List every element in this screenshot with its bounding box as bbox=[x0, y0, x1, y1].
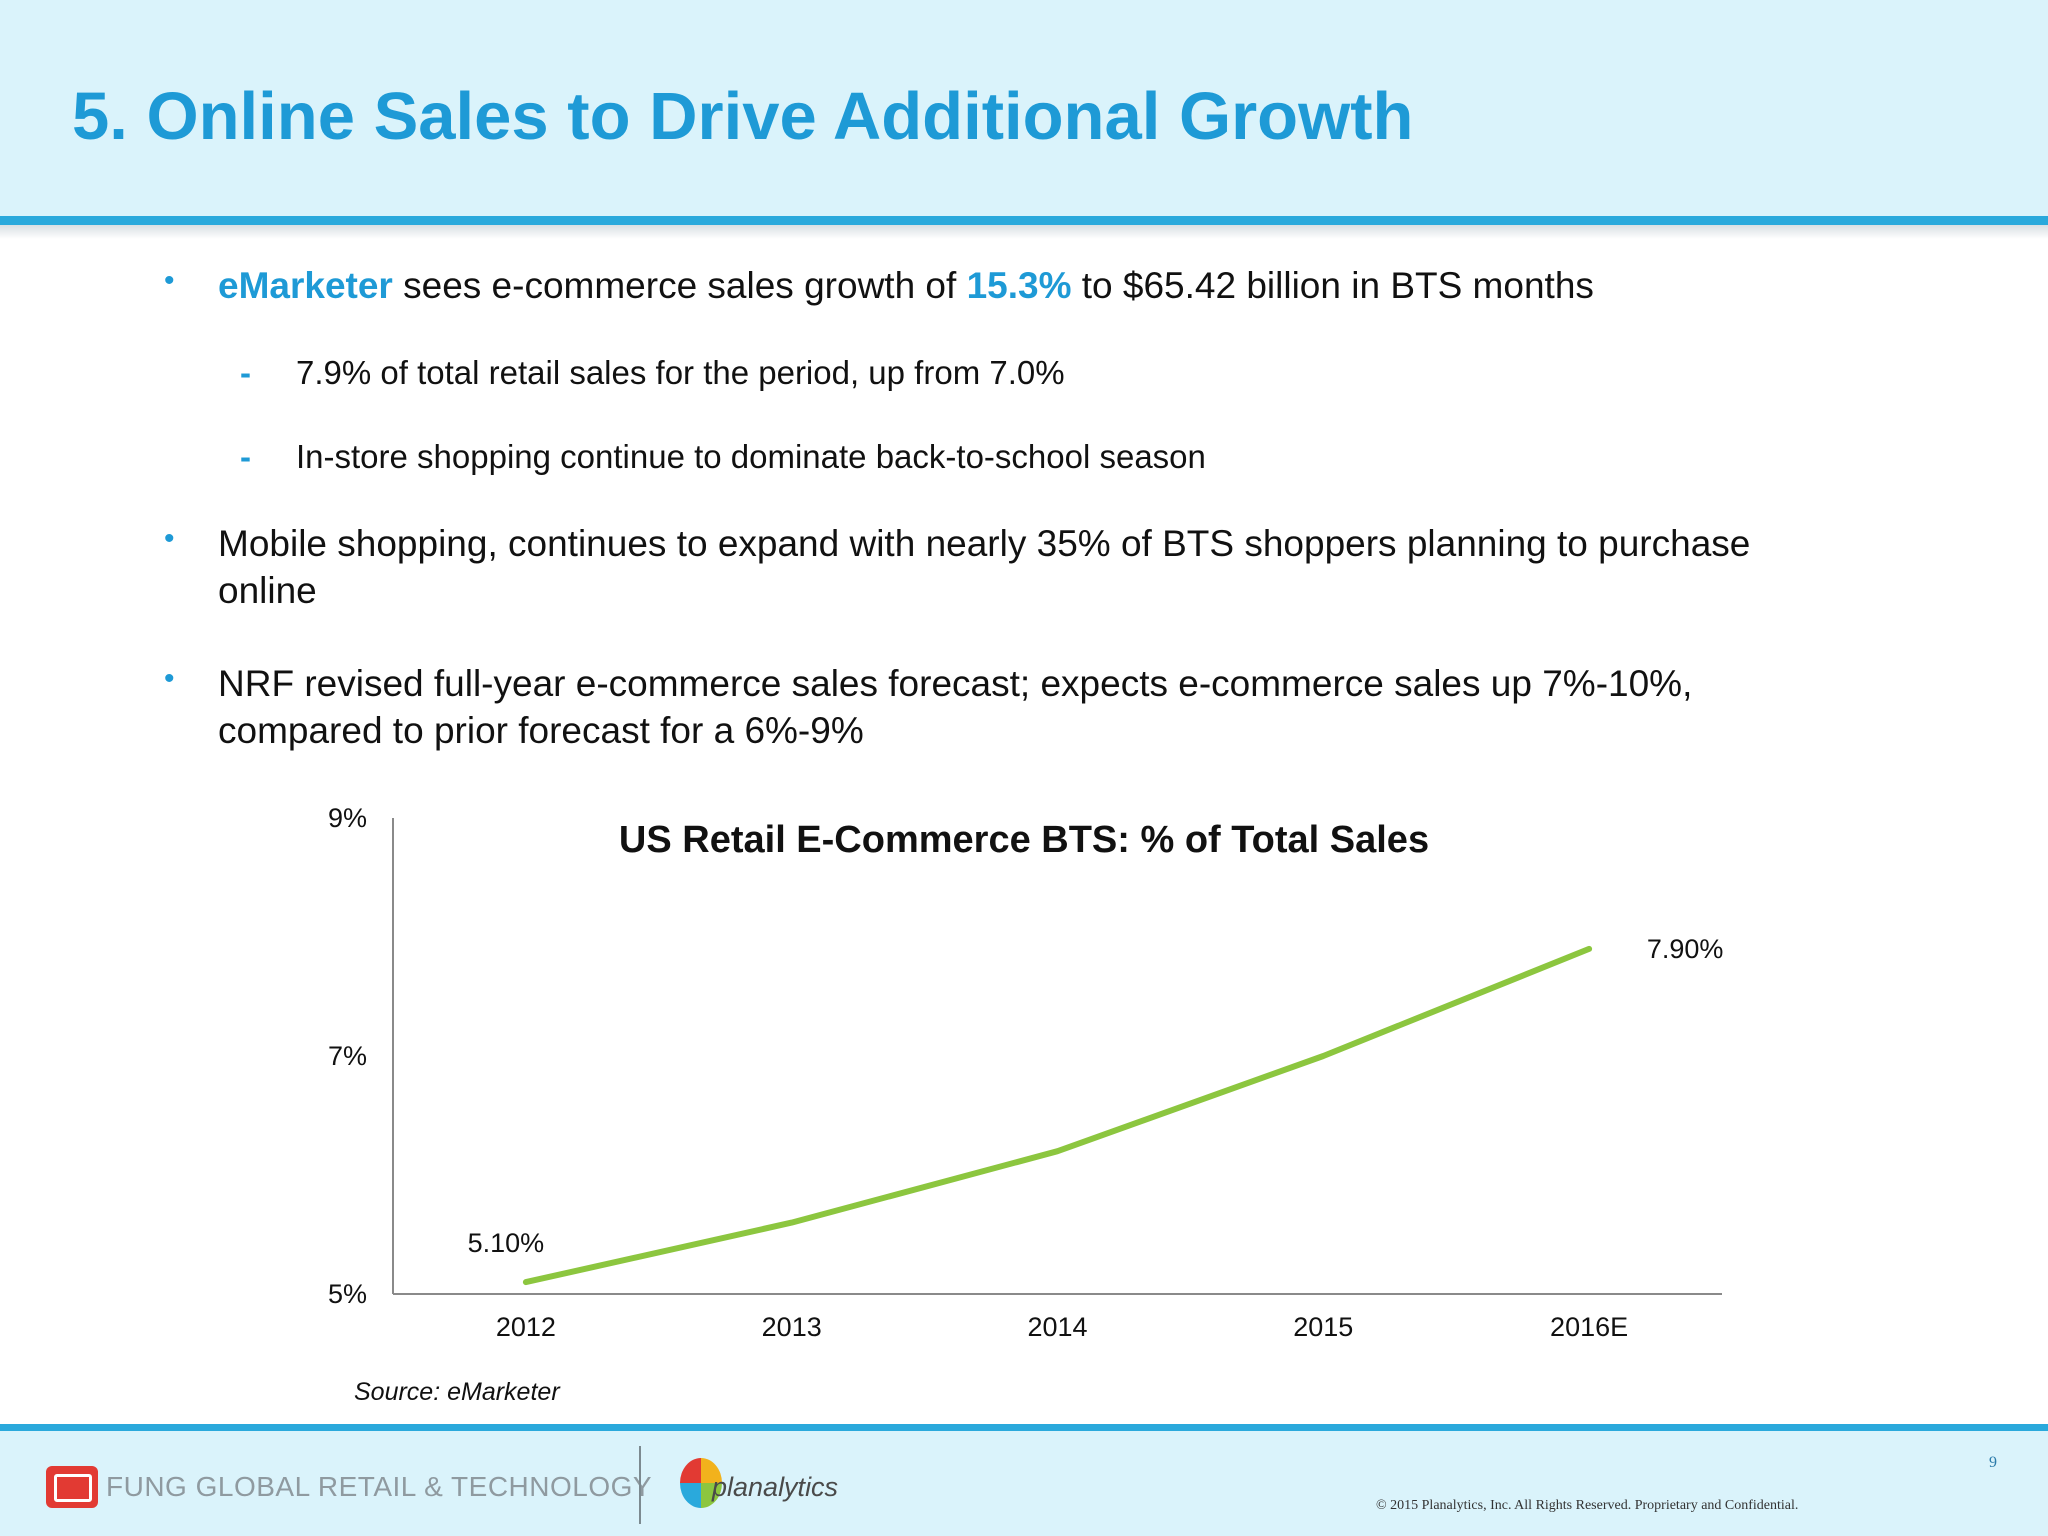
source-note: Source: eMarketer bbox=[354, 1378, 560, 1406]
footer-band bbox=[0, 1431, 2048, 1536]
bullet-marker: • bbox=[164, 662, 175, 695]
fung-logo-icon bbox=[46, 1466, 98, 1508]
y-tick-label: 9% bbox=[328, 803, 367, 833]
slide-title: 5. Online Sales to Drive Additional Grow… bbox=[72, 79, 1414, 154]
bullet-1: eMarketer sees e-commerce sales growth o… bbox=[218, 262, 1838, 309]
bullet-1-text-b: to $65.42 billion in BTS months bbox=[1071, 265, 1594, 306]
x-tick-label: 2014 bbox=[1027, 1312, 1087, 1342]
header-divider bbox=[0, 216, 2048, 225]
series-line bbox=[522, 945, 1593, 1286]
logo-divider bbox=[639, 1446, 641, 1524]
sub-bullet-1: 7.9% of total retail sales for the perio… bbox=[296, 354, 1065, 391]
header-band bbox=[0, 0, 2048, 218]
bullet-3: NRF revised full-year e-commerce sales f… bbox=[218, 663, 1693, 751]
data-label: 5.10% bbox=[468, 1228, 545, 1258]
sub-bullet-2: In-store shopping continue to dominate b… bbox=[296, 438, 1206, 475]
bullet-1-source: eMarketer bbox=[218, 265, 393, 306]
bullet-1-text-a: sees e-commerce sales growth of bbox=[392, 265, 967, 306]
bullet-marker: • bbox=[164, 264, 175, 297]
page-number: 9 bbox=[1989, 1454, 1997, 1471]
x-tick-label: 2015 bbox=[1293, 1312, 1353, 1342]
company-name: FUNG GLOBAL RETAIL & TECHNOLOGY bbox=[106, 1471, 653, 1502]
copyright-notice: © 2015 Planalytics, Inc. All Rights Rese… bbox=[1376, 1498, 1799, 1513]
x-tick-label: 2013 bbox=[762, 1312, 822, 1342]
sub-bullet-marker: - bbox=[240, 438, 251, 475]
x-tick-label: 2012 bbox=[496, 1312, 556, 1342]
bullet-2: Mobile shopping, continues to expand wit… bbox=[218, 523, 1751, 611]
partner-name: planalytics bbox=[712, 1472, 839, 1502]
planalytics-logo-icon bbox=[680, 1458, 722, 1508]
x-tick-label: 2016E bbox=[1550, 1312, 1628, 1342]
bullet-marker: • bbox=[164, 522, 175, 555]
y-tick-label: 7% bbox=[328, 1041, 367, 1071]
data-label: 7.90% bbox=[1647, 934, 1724, 964]
y-tick-label: 5% bbox=[328, 1279, 367, 1309]
footer-divider bbox=[0, 1424, 2048, 1431]
header-shadow bbox=[0, 225, 2048, 239]
plot-area: 5% 7% 9% 2012 2013 2014 2015 2016E 5.10% 7.90% bbox=[328, 803, 1723, 1342]
bullet-1-percent: 15.3% bbox=[966, 265, 1072, 306]
sub-bullet-marker: - bbox=[240, 354, 251, 391]
chart-title: US Retail E-Commerce BTS: % of Total Sal… bbox=[619, 819, 1429, 861]
